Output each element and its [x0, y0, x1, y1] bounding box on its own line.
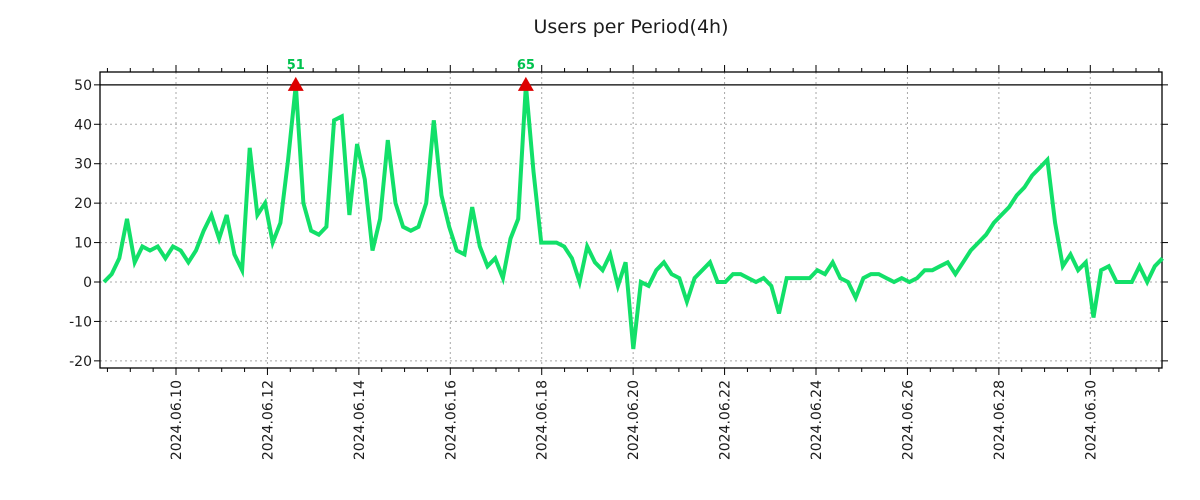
chart-title: Users per Period(4h) [533, 16, 729, 38]
svg-text:20: 20 [74, 196, 92, 212]
series-line [102, 84, 1164, 350]
svg-text:30: 30 [74, 157, 92, 173]
svg-text:2024.06.28: 2024.06.28 [992, 380, 1008, 460]
svg-text:2024.06.22: 2024.06.22 [718, 380, 734, 460]
peak-marker [517, 76, 534, 91]
svg-text:-20: -20 [69, 354, 92, 370]
svg-text:-10: -10 [69, 314, 92, 330]
svg-text:0: 0 [83, 275, 92, 291]
gridlines [100, 72, 1162, 368]
x-axis-labels: 2024.06.10 2024.06.12 2024.06.14 2024.06.16… [169, 380, 1099, 460]
svg-text:2024.06.26: 2024.06.26 [900, 380, 916, 460]
plot-frame [99, 71, 1163, 369]
svg-text:50: 50 [74, 78, 92, 94]
svg-text:40: 40 [74, 117, 92, 133]
peak-label: 65 [517, 58, 535, 73]
svg-text:2024.06.18: 2024.06.18 [535, 380, 551, 460]
svg-text:10: 10 [74, 236, 92, 252]
y-axis-labels: -20 -10 0 10 20 30 40 50 [69, 78, 92, 370]
svg-text:2024.06.20: 2024.06.20 [626, 380, 642, 460]
svg-text:2024.06.16: 2024.06.16 [443, 380, 459, 460]
svg-text:2024.06.24: 2024.06.24 [809, 380, 825, 460]
svg-text:2024.06.30: 2024.06.30 [1083, 380, 1099, 460]
peak-marker [287, 76, 304, 91]
svg-text:2024.06.10: 2024.06.10 [169, 380, 185, 460]
svg-text:2024.06.14: 2024.06.14 [352, 380, 368, 460]
axis-ticks [94, 65, 1168, 375]
svg-text:2024.06.12: 2024.06.12 [260, 380, 276, 460]
peak-label: 51 [287, 58, 305, 73]
